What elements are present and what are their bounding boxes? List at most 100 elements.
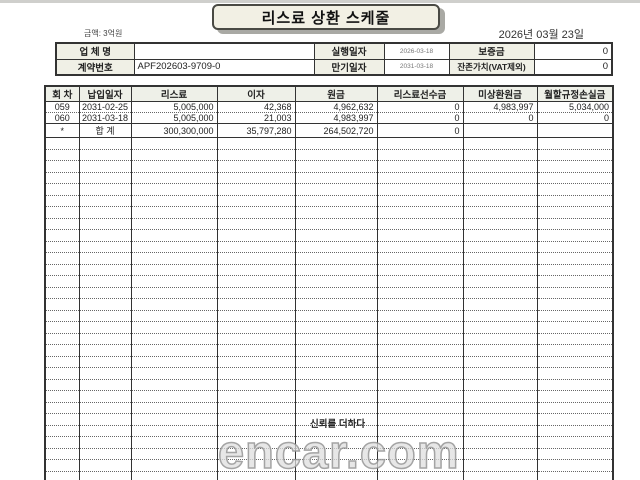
empty-cell xyxy=(462,264,538,276)
empty-cell xyxy=(462,195,538,207)
empty-cell xyxy=(216,402,296,414)
empty-cell xyxy=(216,310,296,322)
empty-cell xyxy=(462,402,538,414)
empty-cell xyxy=(130,459,218,472)
empty-schedule-row xyxy=(44,252,614,265)
cell-payment-date: 2031-02-25 xyxy=(78,101,132,113)
empty-cell xyxy=(376,275,464,288)
empty-cell xyxy=(294,275,378,288)
empty-cell xyxy=(376,218,464,230)
empty-cell xyxy=(216,367,296,380)
empty-cell xyxy=(130,298,218,311)
empty-cell xyxy=(376,195,464,207)
empty-schedule-row xyxy=(44,344,614,357)
empty-schedule-row xyxy=(44,379,614,391)
empty-cell xyxy=(376,298,464,311)
col-header-outstanding: 미상환원금 xyxy=(462,85,538,102)
empty-cell xyxy=(44,172,80,184)
empty-cell xyxy=(78,172,132,184)
empty-cell xyxy=(44,137,80,150)
empty-cell xyxy=(78,413,132,426)
empty-cell xyxy=(462,287,538,299)
cell-lease-fee: 5,005,000 xyxy=(130,101,218,113)
empty-cell xyxy=(462,356,538,368)
empty-cell xyxy=(462,252,538,265)
empty-cell xyxy=(130,425,218,437)
empty-cell xyxy=(130,379,218,391)
empty-cell xyxy=(130,436,218,449)
empty-cell xyxy=(216,183,296,196)
cell-advance: 0 xyxy=(376,101,464,113)
empty-cell xyxy=(376,229,464,242)
empty-cell xyxy=(462,459,538,472)
empty-schedule-row xyxy=(44,333,614,345)
empty-cell xyxy=(216,252,296,265)
empty-cell xyxy=(44,183,80,196)
empty-cell xyxy=(536,356,614,368)
empty-cell xyxy=(78,390,132,403)
empty-cell xyxy=(130,172,218,184)
empty-cell xyxy=(216,241,296,253)
empty-cell xyxy=(294,459,378,472)
empty-cell xyxy=(462,448,538,460)
total-principal: 264,502,720 xyxy=(294,123,378,138)
empty-cell xyxy=(44,356,80,368)
company-name-label: 업 체 명 xyxy=(55,42,135,60)
empty-cell xyxy=(294,195,378,207)
empty-cell xyxy=(294,471,378,480)
page-title-text: 리스료 상환 스케줄 xyxy=(261,9,391,27)
cell-installment: 059 xyxy=(44,101,80,113)
cell-lease-fee: 5,005,000 xyxy=(130,112,218,124)
empty-schedule-row xyxy=(44,459,614,472)
residual-value-value: 0 xyxy=(533,58,613,76)
empty-cell xyxy=(216,287,296,299)
empty-schedule-row xyxy=(44,160,614,173)
empty-cell xyxy=(78,379,132,391)
table-row-060: 060 2031-03-18 5,005,000 21,003 4,983,99… xyxy=(44,112,614,124)
empty-schedule-row xyxy=(44,471,614,480)
empty-cell xyxy=(462,333,538,345)
empty-schedule-row xyxy=(44,206,614,219)
empty-cell xyxy=(462,149,538,161)
empty-cell xyxy=(130,402,218,414)
empty-cell xyxy=(216,264,296,276)
empty-cell xyxy=(462,298,538,311)
empty-cell xyxy=(78,160,132,173)
info-row-1: 업 체 명 실행일자 2026-03-18 보증금 0 xyxy=(55,42,613,60)
empty-cell xyxy=(536,310,614,322)
col-header-payment-date: 납입일자 xyxy=(78,85,132,102)
empty-schedule-row xyxy=(44,448,614,460)
empty-schedule-row xyxy=(44,402,614,414)
empty-cell xyxy=(216,206,296,219)
empty-cell xyxy=(44,287,80,299)
empty-cell xyxy=(536,413,614,426)
empty-cell xyxy=(216,229,296,242)
empty-cell xyxy=(294,241,378,253)
empty-cell xyxy=(376,183,464,196)
schedule-header-row: 회 차 납입일자 리스료 이자 원금 리스료선수금 미상환원금 월할규정손실금 xyxy=(44,85,614,102)
empty-cell xyxy=(216,448,296,460)
empty-cell xyxy=(44,298,80,311)
empty-cell xyxy=(78,310,132,322)
empty-cell xyxy=(216,321,296,334)
empty-cell xyxy=(216,379,296,391)
empty-cell xyxy=(376,206,464,219)
empty-cell xyxy=(44,321,80,334)
empty-cell xyxy=(44,149,80,161)
empty-cell xyxy=(44,448,80,460)
empty-cell xyxy=(216,459,296,472)
empty-schedule-row xyxy=(44,172,614,184)
empty-cell xyxy=(294,333,378,345)
table-row-059: 059 2031-02-25 5,005,000 42,368 4,962,63… xyxy=(44,101,614,113)
empty-cell xyxy=(294,264,378,276)
total-label: 합 계 xyxy=(78,123,132,138)
empty-cell xyxy=(462,310,538,322)
empty-cell xyxy=(130,321,218,334)
residual-value-label: 잔존가치(VAT제외) xyxy=(448,58,535,76)
empty-cell xyxy=(78,436,132,449)
empty-cell xyxy=(536,402,614,414)
empty-cell xyxy=(536,137,614,150)
total-monthly-loss xyxy=(536,123,614,138)
empty-cell xyxy=(376,471,464,480)
empty-cell xyxy=(294,321,378,334)
